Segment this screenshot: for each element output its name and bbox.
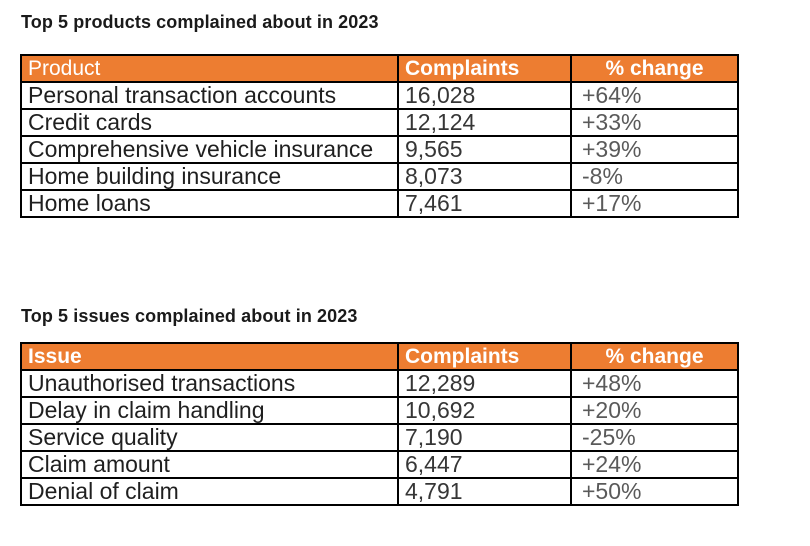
complaints-count-cell: 8,073 [397,162,572,191]
product-name-cell: Comprehensive vehicle insurance [20,135,399,164]
table-row: Credit cards 12,124 +33% [20,108,739,137]
products-col-header-complaints: Complaints [397,54,572,83]
complaints-count-cell: 16,028 [397,81,572,110]
complaints-count-cell: 4,791 [397,477,572,506]
issue-name-cell: Claim amount [20,450,399,479]
product-name-cell: Credit cards [20,108,399,137]
table-row: Unauthorised transactions 12,289 +48% [20,369,739,398]
table-row: Home building insurance 8,073 -8% [20,162,739,191]
table-row: Home loans 7,461 +17% [20,189,739,218]
percent-change-cell: -25% [570,423,739,452]
issues-table-title: Top 5 issues complained about in 2023 [21,306,358,326]
issue-name-cell: Denial of claim [20,477,399,506]
percent-change-cell: +48% [570,369,739,398]
table-row: Comprehensive vehicle insurance 9,565 +3… [20,135,739,164]
complaints-count-cell: 12,124 [397,108,572,137]
complaints-count-cell: 7,461 [397,189,572,218]
products-header-row: Product Complaints % change [20,54,739,83]
table-row: Personal transaction accounts 16,028 +64… [20,81,739,110]
percent-change-cell: +50% [570,477,739,506]
products-table-title: Top 5 products complained about in 2023 [21,12,379,32]
percent-change-cell: +33% [570,108,739,137]
complaints-count-cell: 7,190 [397,423,572,452]
issues-col-header-complaints: Complaints [397,342,572,371]
table-row: Service quality 7,190 -25% [20,423,739,452]
product-name-cell: Home loans [20,189,399,218]
issues-col-header-change: % change [570,342,739,371]
percent-change-cell: +24% [570,450,739,479]
complaints-count-cell: 10,692 [397,396,572,425]
product-name-cell: Home building insurance [20,162,399,191]
table-row: Delay in claim handling 10,692 +20% [20,396,739,425]
issues-header-row: Issue Complaints % change [20,342,739,371]
issue-name-cell: Service quality [20,423,399,452]
issues-table: Issue Complaints % change Unauthorised t… [20,342,739,506]
percent-change-cell: +20% [570,396,739,425]
table-row: Denial of claim 4,791 +50% [20,477,739,506]
issue-name-cell: Delay in claim handling [20,396,399,425]
percent-change-cell: +39% [570,135,739,164]
issues-col-header-issue: Issue [20,342,399,371]
percent-change-cell: -8% [570,162,739,191]
complaints-count-cell: 12,289 [397,369,572,398]
products-table: Product Complaints % change Personal tra… [20,54,739,218]
products-col-header-change: % change [570,54,739,83]
complaints-count-cell: 6,447 [397,450,572,479]
percent-change-cell: +64% [570,81,739,110]
percent-change-cell: +17% [570,189,739,218]
product-name-cell: Personal transaction accounts [20,81,399,110]
complaints-count-cell: 9,565 [397,135,572,164]
issue-name-cell: Unauthorised transactions [20,369,399,398]
table-row: Claim amount 6,447 +24% [20,450,739,479]
products-col-header-product: Product [20,54,399,83]
